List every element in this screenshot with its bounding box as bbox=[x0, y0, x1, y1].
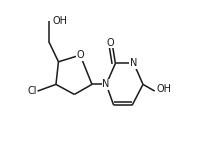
Text: N: N bbox=[102, 79, 110, 89]
Text: N: N bbox=[130, 59, 138, 68]
Text: OH: OH bbox=[53, 16, 68, 26]
Text: O: O bbox=[76, 50, 84, 60]
Text: Cl: Cl bbox=[27, 86, 37, 96]
Text: O: O bbox=[107, 37, 114, 48]
Text: OH: OH bbox=[156, 84, 171, 94]
